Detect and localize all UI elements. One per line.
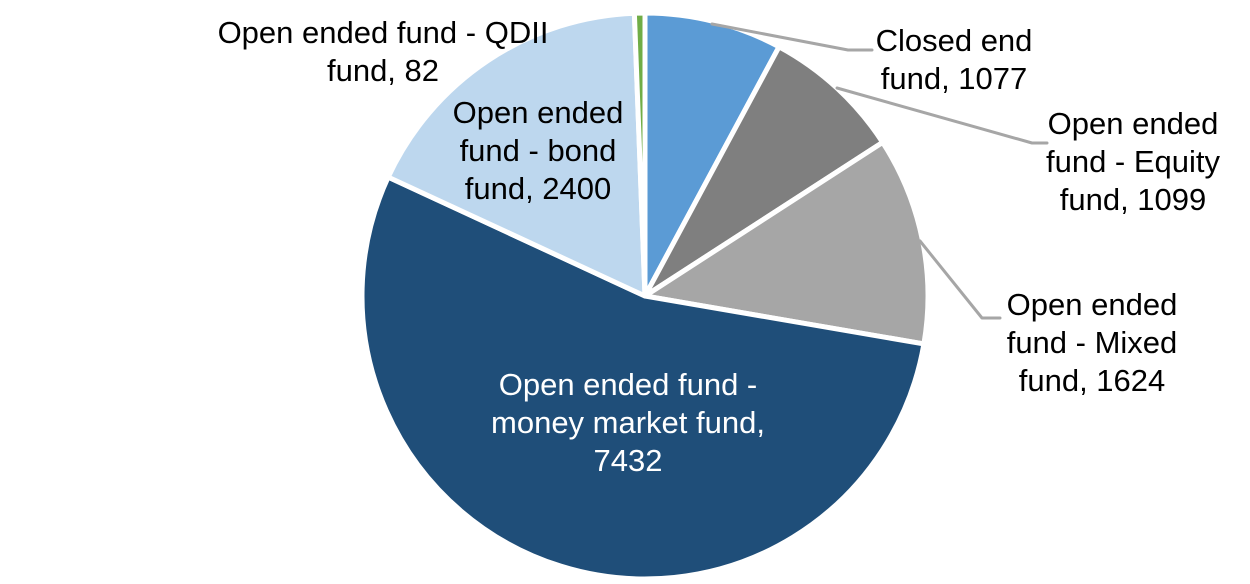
leader-line-equity-fund [835, 86, 1049, 145]
leader-line-closed-end-fund [710, 22, 874, 52]
leader-line-mixed-fund [918, 239, 1002, 320]
data-label-qdii-fund: Open ended fund - QDII fund, 82 [217, 15, 549, 88]
leader-lines [710, 22, 1049, 320]
data-label-closed-end-fund: Closed end fund, 1077 [875, 23, 1033, 96]
pie-slice-open-ended-bond-fund [385, 10, 648, 299]
data-label-equity-fund: Open ended fund - Equity fund, 1099 [1045, 106, 1221, 217]
pie-slice-open-ended-mixed-fund [642, 139, 931, 347]
data-label-bond-fund: Open ended fund - bond fund, 2400 [452, 95, 624, 206]
pie-slice-open-ended-qdii-fund [631, 10, 648, 299]
data-label-mixed-fund: Open ended fund - Mixed fund, 1624 [1006, 287, 1178, 398]
pie-slice-open-ended-money-market-fund [359, 174, 927, 582]
pie-slices [359, 10, 931, 582]
data-label-money-market-fund: Open ended fund - money market fund, 743… [491, 367, 765, 478]
pie-slice-closed-end-fund [642, 10, 782, 299]
